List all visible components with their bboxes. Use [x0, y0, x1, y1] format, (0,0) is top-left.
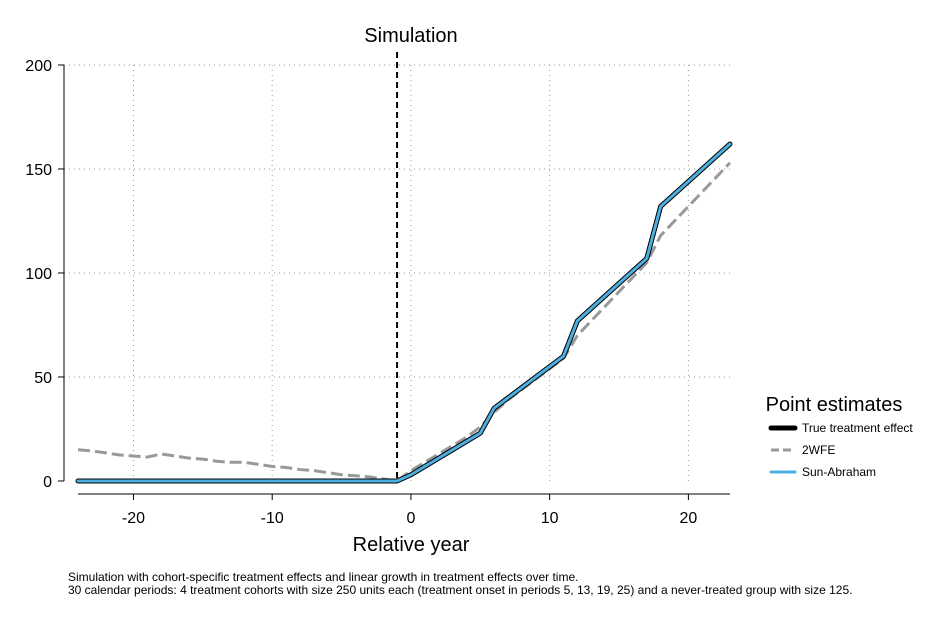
legend-title: Point estimates [766, 394, 903, 416]
chart-title: Simulation [364, 25, 457, 47]
legend: Point estimates True treatment effect 2WF… [766, 394, 914, 479]
x-tick-label: 10 [541, 510, 559, 527]
series-line-sun-abraham [76, 142, 732, 483]
x-tick-label: 20 [679, 510, 697, 527]
x-tick-label: -10 [261, 510, 284, 527]
y-tick-label: 100 [25, 266, 52, 283]
x-axis-label: Relative year [353, 534, 470, 556]
y-tick-label: 200 [25, 58, 52, 75]
y-tick-label: 0 [43, 474, 52, 491]
y-tick-label: 50 [34, 370, 52, 387]
y-ticks: 0 50 100 150 200 [25, 58, 64, 491]
series-line-2wfe [77, 161, 732, 483]
x-tick-label: -20 [122, 510, 145, 527]
legend-label: Sun-Abraham [802, 465, 876, 479]
footnote-line-1: Simulation with cohort-specific treatmen… [68, 570, 579, 584]
legend-label: True treatment effect [802, 421, 913, 435]
x-ticks: -20 -10 0 10 20 [122, 494, 697, 527]
x-tick-label: 0 [406, 510, 415, 527]
series-line-true-treatment-effect [75, 141, 733, 484]
gridlines [64, 64, 730, 481]
y-tick-label: 150 [25, 162, 52, 179]
footnote-line-2: 30 calendar periods: 4 treatment cohorts… [68, 583, 853, 597]
legend-label: 2WFE [802, 443, 835, 457]
series-lines [75, 141, 733, 484]
